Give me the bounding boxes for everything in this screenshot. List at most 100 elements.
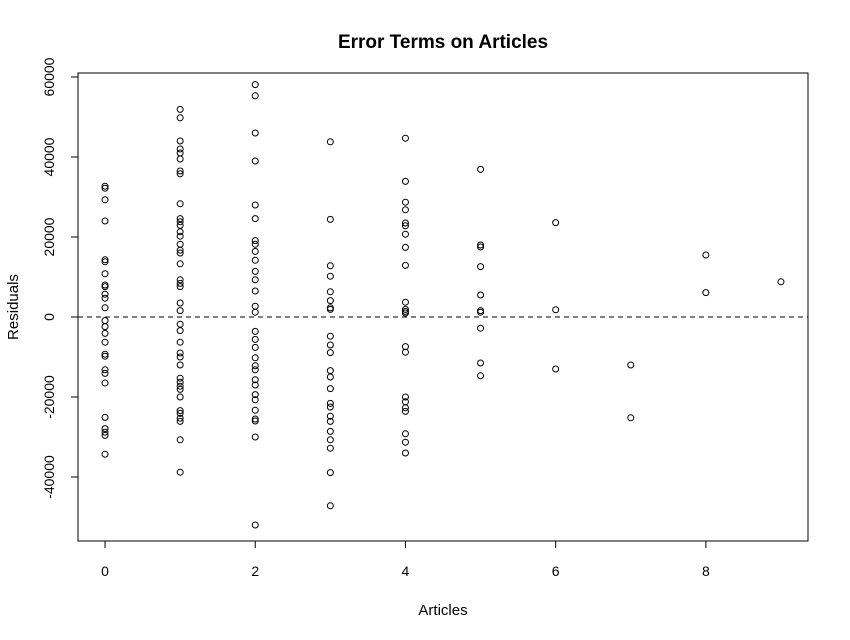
data-point bbox=[326, 385, 334, 393]
x-axis-label: Articles bbox=[418, 602, 467, 619]
data-point bbox=[401, 407, 409, 415]
data-point bbox=[401, 134, 409, 142]
data-point bbox=[101, 182, 109, 190]
data-point bbox=[176, 246, 184, 254]
data-point bbox=[176, 249, 184, 257]
data-point bbox=[101, 217, 109, 225]
data-point bbox=[251, 362, 259, 370]
data-point bbox=[401, 243, 409, 251]
data-point bbox=[401, 206, 409, 214]
data-point bbox=[101, 379, 109, 387]
y-tick-label: -20000 bbox=[41, 375, 57, 419]
data-point bbox=[326, 403, 334, 411]
data-point bbox=[326, 297, 334, 305]
data-point bbox=[627, 361, 635, 369]
data-point bbox=[176, 385, 184, 393]
data-point bbox=[176, 338, 184, 346]
data-point bbox=[702, 289, 710, 297]
data-point bbox=[176, 417, 184, 425]
data-point bbox=[251, 417, 259, 425]
data-point bbox=[176, 378, 184, 386]
data-point bbox=[251, 391, 259, 399]
data-point bbox=[401, 177, 409, 185]
data-point bbox=[251, 129, 259, 137]
y-tick-label: 20000 bbox=[41, 217, 57, 256]
data-point bbox=[176, 145, 184, 153]
data-point bbox=[326, 288, 334, 296]
data-point bbox=[176, 137, 184, 145]
data-point bbox=[251, 354, 259, 362]
data-point bbox=[251, 327, 259, 335]
data-point bbox=[326, 417, 334, 425]
data-point bbox=[326, 427, 334, 435]
data-point bbox=[176, 276, 184, 284]
data-point bbox=[251, 366, 259, 374]
data-point bbox=[401, 393, 409, 401]
data-point bbox=[401, 305, 409, 313]
data-point bbox=[326, 399, 334, 407]
data-point bbox=[176, 232, 184, 240]
data-point bbox=[101, 283, 109, 291]
data-point bbox=[101, 413, 109, 421]
data-point bbox=[702, 251, 710, 259]
data-point bbox=[251, 302, 259, 310]
data-point bbox=[401, 298, 409, 306]
y-tick-label: 0 bbox=[41, 313, 57, 321]
data-point bbox=[552, 219, 560, 227]
data-point bbox=[401, 222, 409, 230]
data-point bbox=[251, 381, 259, 389]
data-point bbox=[326, 349, 334, 357]
x-tick-label: 0 bbox=[101, 563, 109, 579]
data-point bbox=[251, 276, 259, 284]
data-point bbox=[401, 261, 409, 269]
x-tick-label: 6 bbox=[552, 563, 560, 579]
data-point bbox=[251, 287, 259, 295]
data-point bbox=[101, 431, 109, 439]
data-point bbox=[176, 260, 184, 268]
data-point bbox=[326, 332, 334, 340]
data-point bbox=[477, 308, 485, 316]
data-point bbox=[176, 149, 184, 157]
data-point bbox=[326, 444, 334, 452]
data-point bbox=[251, 335, 259, 343]
data-point bbox=[176, 170, 184, 178]
data-point bbox=[251, 521, 259, 529]
data-point bbox=[251, 396, 259, 404]
data-point bbox=[176, 361, 184, 369]
data-point bbox=[176, 167, 184, 175]
data-point bbox=[251, 415, 259, 423]
data-point bbox=[176, 382, 184, 390]
data-point bbox=[251, 247, 259, 255]
data-point bbox=[251, 308, 259, 316]
data-point bbox=[326, 412, 334, 420]
data-point bbox=[176, 307, 184, 315]
data-point bbox=[477, 241, 485, 249]
data-point bbox=[401, 309, 409, 317]
data-point bbox=[101, 450, 109, 458]
data-point bbox=[477, 165, 485, 173]
data-point bbox=[477, 372, 485, 380]
data-point bbox=[251, 256, 259, 264]
chart-title: Error Terms on Articles bbox=[338, 32, 548, 53]
data-point bbox=[101, 366, 109, 374]
data-point bbox=[176, 374, 184, 382]
data-point bbox=[176, 221, 184, 229]
data-point bbox=[101, 350, 109, 358]
data-point bbox=[477, 359, 485, 367]
data-point bbox=[101, 196, 109, 204]
data-point bbox=[101, 369, 109, 377]
data-point bbox=[176, 200, 184, 208]
data-point bbox=[477, 263, 485, 271]
data-point bbox=[176, 155, 184, 163]
data-point bbox=[101, 256, 109, 264]
data-point bbox=[176, 414, 184, 422]
x-tick-label: 2 bbox=[251, 563, 259, 579]
data-point bbox=[251, 81, 259, 89]
data-point bbox=[401, 348, 409, 356]
data-point bbox=[552, 365, 560, 373]
data-point bbox=[176, 114, 184, 122]
data-point bbox=[326, 367, 334, 375]
data-point bbox=[101, 352, 109, 360]
data-point bbox=[251, 376, 259, 384]
